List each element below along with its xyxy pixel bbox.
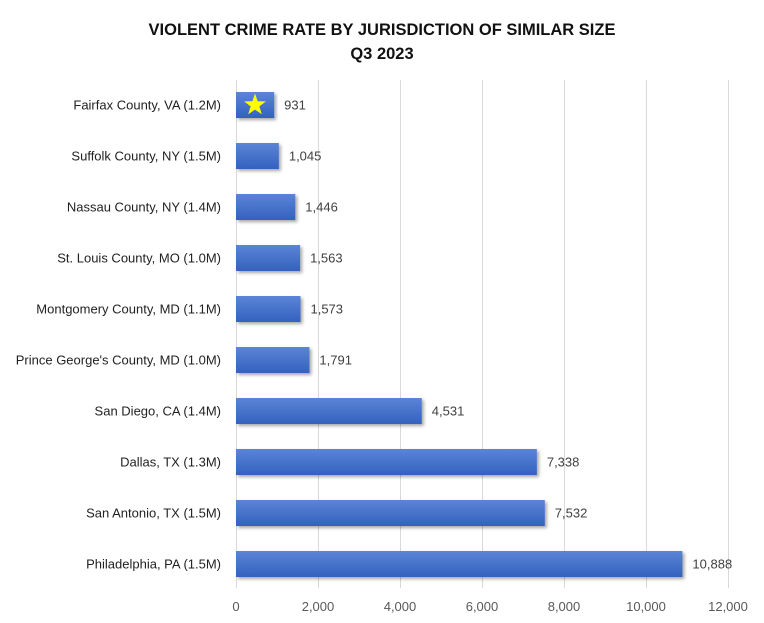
x-tick-label: 0 [232, 599, 239, 614]
data-label: 1,563 [310, 251, 343, 266]
x-tick-label: 12,000 [708, 599, 748, 614]
data-label: 1,045 [289, 149, 322, 164]
bar [236, 500, 545, 526]
category-label: St. Louis County, MO (1.0M) [57, 251, 221, 266]
star-icon [244, 93, 266, 115]
value-labels: 931 1,045 1,446 1,563 1,573 1,791 4,531 7,338 7,… [284, 98, 732, 572]
bar [236, 449, 537, 475]
category-label: Philadelphia, PA (1.5M) [86, 557, 221, 572]
data-label: 931 [284, 98, 306, 113]
data-label: 1,573 [310, 302, 343, 317]
bar [236, 245, 301, 271]
x-tick-label: 10,000 [626, 599, 666, 614]
data-label: 1,446 [305, 200, 338, 215]
x-tick-label: 6,000 [466, 599, 499, 614]
x-tick-label: 8,000 [548, 599, 581, 614]
x-tick-label: 2,000 [302, 599, 335, 614]
x-tick-label: 4,000 [384, 599, 417, 614]
data-label: 10,888 [692, 557, 732, 572]
category-label: Fairfax County, VA (1.2M) [73, 98, 221, 113]
category-label: San Diego, CA (1.4M) [95, 404, 221, 419]
chart-title: VIOLENT CRIME RATE BY JURISDICTION OF SI… [148, 21, 616, 39]
bars [236, 92, 683, 577]
data-label: 1,791 [319, 353, 352, 368]
x-axis-tick-labels: 0 2,000 4,000 6,000 8,000 10,000 12,000 [232, 599, 748, 614]
category-label: Nassau County, NY (1.4M) [67, 200, 221, 215]
bar [236, 551, 683, 577]
bar [236, 296, 301, 322]
bar [236, 398, 422, 424]
category-label: Prince George's County, MD (1.0M) [16, 353, 221, 368]
category-label: Montgomery County, MD (1.1M) [36, 302, 221, 317]
category-label: Dallas, TX (1.3M) [120, 455, 221, 470]
chart-subtitle: Q3 2023 [350, 45, 414, 63]
category-label: San Antonio, TX (1.5M) [86, 506, 221, 521]
category-label: Suffolk County, NY (1.5M) [71, 149, 221, 164]
bar [236, 194, 296, 220]
bar [236, 347, 310, 373]
category-labels: Fairfax County, VA (1.2M) Suffolk County,… [16, 98, 221, 572]
data-label: 7,532 [555, 506, 588, 521]
data-label: 4,531 [432, 404, 465, 419]
data-label: 7,338 [547, 455, 580, 470]
bar [236, 143, 279, 169]
